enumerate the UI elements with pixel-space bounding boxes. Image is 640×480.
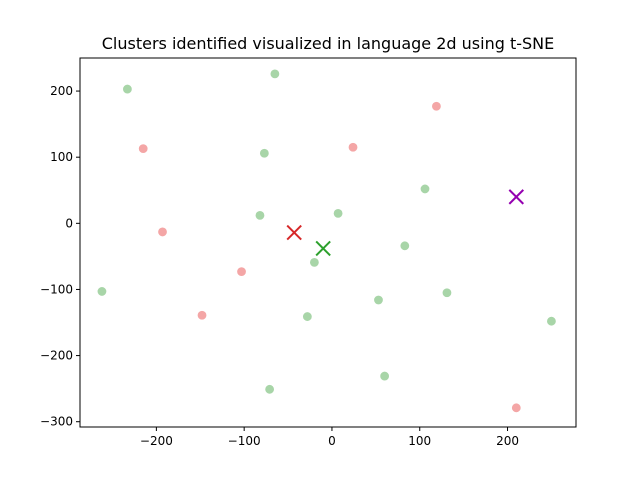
x-axis: −200 −100 0 100 200	[140, 427, 519, 448]
data-point-green-points-14	[547, 316, 556, 326]
data-point-red-points-1	[158, 227, 167, 237]
data-point-green-points-4	[255, 210, 265, 220]
data-point-green-points-10	[374, 295, 383, 305]
data-point-green-points-13	[442, 288, 452, 298]
data-point-green-points-2	[270, 69, 280, 79]
y-axis: −300 −200 −100 0 100 200	[40, 84, 80, 429]
center-marker-red	[286, 224, 302, 241]
data-point-green-points-12	[420, 184, 430, 194]
chart-title: Clusters identified visualized in langua…	[102, 34, 555, 53]
plot-frame	[79, 57, 577, 428]
data-point-green-points-5	[309, 257, 319, 267]
x-tick-label: 100	[408, 434, 431, 448]
y-tick-label: 0	[65, 216, 73, 230]
data-point-green-points-3	[259, 148, 269, 158]
plot-area	[97, 69, 556, 413]
data-point-red-points-6	[511, 403, 521, 413]
data-point-red-points-5	[432, 101, 441, 111]
y-tick-label: −200	[40, 349, 73, 363]
data-point-red-points-0	[138, 144, 148, 153]
x-tick-label: −200	[140, 434, 173, 448]
data-point-green-points-1	[97, 287, 107, 296]
center-marker-green	[315, 240, 331, 257]
data-point-green-points-11	[400, 241, 410, 251]
x-tick-label: −100	[228, 434, 261, 448]
data-point-green-points-9	[380, 371, 390, 381]
y-tick-label: −300	[40, 415, 73, 429]
y-tick-label: 100	[50, 150, 73, 164]
y-tick-label: −100	[40, 282, 73, 296]
y-tick-label: 200	[50, 84, 73, 98]
data-point-red-points-2	[197, 310, 207, 320]
x-tick-label: 200	[496, 434, 519, 448]
data-point-green-points-0	[123, 84, 132, 94]
x-tick-label: 0	[328, 434, 336, 448]
data-point-green-points-7	[265, 384, 275, 394]
data-point-red-points-4	[348, 142, 358, 152]
data-point-green-points-6	[302, 312, 312, 321]
data-point-red-points-3	[237, 267, 246, 276]
data-point-green-points-8	[333, 209, 343, 218]
center-marker-purple	[508, 189, 525, 205]
